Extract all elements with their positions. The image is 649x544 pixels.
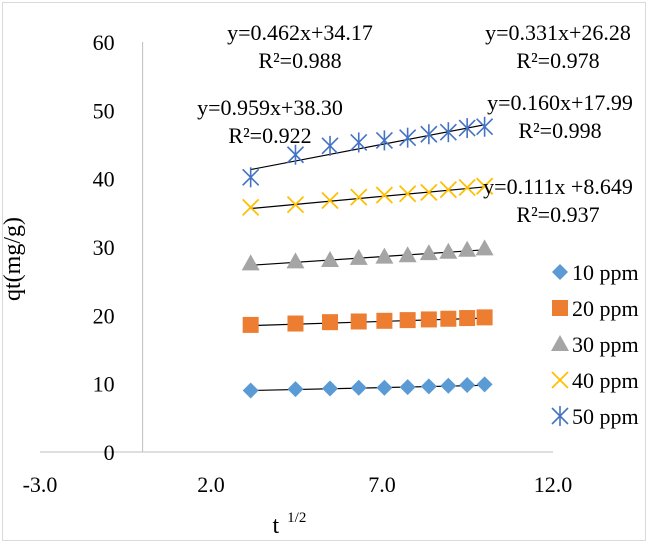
fit-equation: y=0.111x +8.649: [483, 174, 633, 199]
data-point: [286, 252, 305, 269]
fit-r-squared: R²=0.998: [518, 118, 601, 143]
y-tick-label: 0: [104, 440, 115, 465]
data-point: [321, 135, 339, 156]
fit-equation: y=0.462x+34.17: [227, 20, 373, 45]
data-point: [440, 310, 457, 327]
data-point: [458, 178, 476, 197]
legend-label: 10 ppm: [572, 260, 639, 285]
data-points: [241, 116, 494, 399]
x-tick-label: -3.0: [23, 472, 58, 497]
legend-label: 40 ppm: [572, 368, 639, 393]
y-tick-label: 60: [93, 30, 115, 55]
legend-marker: [552, 300, 568, 316]
data-point: [375, 186, 394, 204]
data-point: [321, 191, 339, 210]
data-point: [242, 198, 260, 217]
data-point: [476, 309, 493, 326]
data-point: [420, 378, 437, 395]
data-point: [375, 247, 394, 264]
data-point: [420, 311, 437, 328]
data-point: [458, 118, 476, 139]
data-point: [419, 244, 438, 261]
data-point: [476, 116, 494, 137]
fit-r-squared: R²=0.922: [228, 123, 311, 148]
data-point: [439, 242, 458, 259]
data-point: [459, 377, 476, 394]
axes: 0 10 20 30 40 50 60 -3.0 2.0 7.0 12.0: [23, 30, 573, 497]
legend-label: 30 ppm: [572, 332, 639, 357]
data-point: [350, 132, 368, 153]
legend-marker: [551, 371, 569, 389]
data-point: [321, 250, 340, 267]
fit-line: [250, 124, 485, 171]
fit-line: [250, 186, 485, 210]
data-point: [399, 379, 416, 396]
data-point: [399, 312, 416, 329]
data-point: [458, 240, 477, 257]
y-tick-label: 20: [93, 303, 115, 328]
fit-r-squared: R²=0.978: [516, 48, 599, 73]
data-point: [459, 310, 476, 327]
fit-r-squared: R²=0.988: [258, 48, 341, 73]
data-point: [475, 239, 494, 256]
data-point: [350, 188, 368, 206]
legend-marker: [552, 264, 568, 280]
x-axis-title-superscript: 1/2: [287, 510, 306, 526]
fit-equation: y=0.160x+17.99: [487, 90, 633, 115]
data-point: [322, 314, 339, 331]
y-tick-label: 40: [93, 167, 115, 192]
y-tick-label: 30: [93, 235, 115, 260]
data-point: [349, 248, 368, 265]
data-point: [420, 124, 438, 145]
data-point: [476, 376, 493, 393]
legend-marker: [551, 335, 569, 351]
fit-equation: y=0.331x+26.28: [485, 20, 631, 45]
data-point: [398, 246, 417, 263]
data-point: [376, 312, 393, 329]
data-point: [420, 183, 438, 201]
data-point: [241, 254, 260, 271]
x-axis-title: t 1/2: [273, 510, 307, 539]
fit-annotations: y=0.462x+34.17 R²=0.988 y=0.331x+26.28 R²=0…: [197, 20, 633, 227]
data-point: [286, 144, 305, 165]
x-tick-label: 12.0: [534, 472, 573, 497]
legend-label: 20 ppm: [572, 296, 639, 321]
data-point: [286, 195, 305, 214]
legend-marker: [551, 406, 569, 426]
data-point: [350, 379, 367, 396]
fit-r-squared: R²=0.937: [516, 202, 599, 227]
legend-label: 50 ppm: [572, 404, 639, 429]
x-tick-label: 2.0: [197, 472, 225, 497]
data-point: [287, 381, 304, 398]
data-point: [440, 377, 457, 394]
fit-equation: y=0.959x+38.30: [197, 95, 343, 120]
data-point: [439, 122, 457, 143]
y-tick-label: 10: [93, 372, 115, 397]
data-point: [399, 127, 417, 148]
legend: 10 ppm 20 ppm 30 ppm 40 ppm 50 ppm: [551, 260, 639, 429]
data-point: [322, 380, 339, 397]
y-tick-label: 50: [93, 98, 115, 123]
data-point: [242, 167, 260, 188]
y-axis-title: qt(mg/g): [0, 217, 26, 301]
data-point: [376, 379, 393, 396]
data-point: [475, 177, 494, 195]
data-point: [242, 316, 259, 333]
data-point: [242, 382, 259, 399]
data-point: [287, 315, 304, 332]
data-point: [399, 185, 417, 203]
data-point: [439, 180, 457, 199]
data-point: [375, 130, 393, 151]
x-tick-label: 7.0: [368, 472, 396, 497]
data-point: [350, 313, 367, 330]
